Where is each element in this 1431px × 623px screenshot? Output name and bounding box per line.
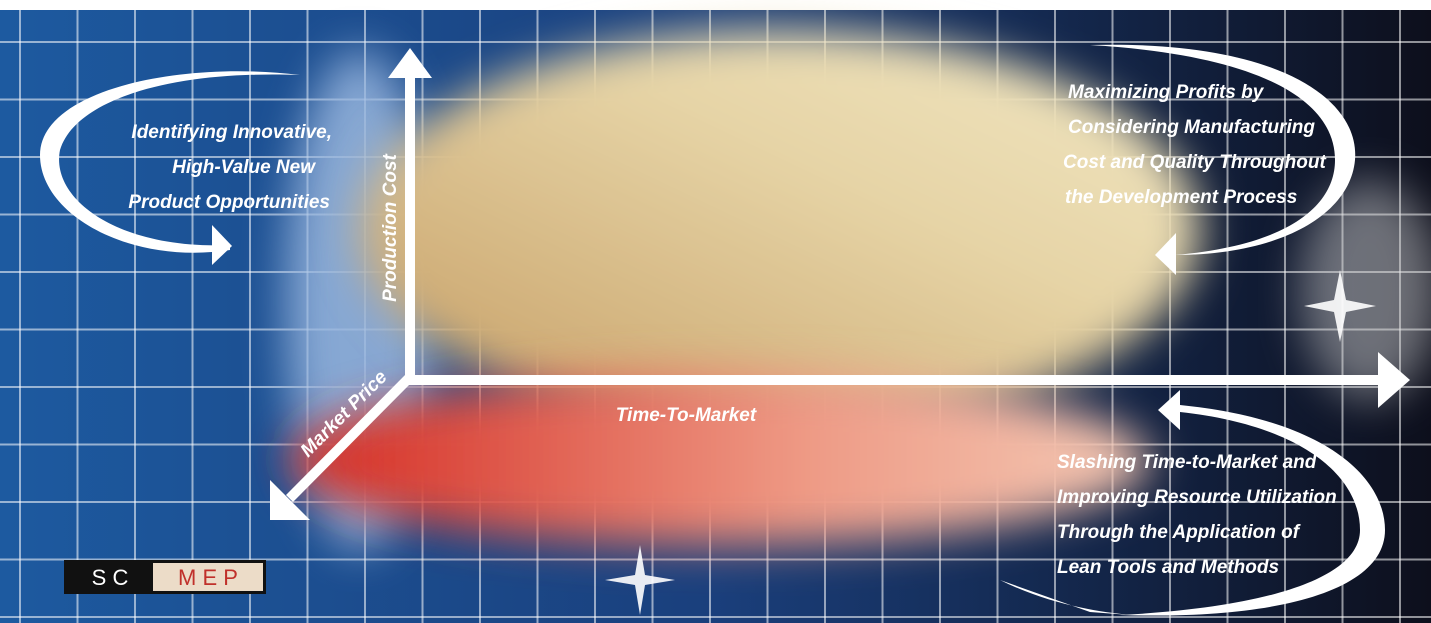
callout: Maximizing Profits by Considering Manufa… (1057, 82, 1337, 578)
callout: Identifying Innovative, High-Value New P… (128, 122, 332, 213)
red-blob (290, 375, 1150, 545)
swooshes (40, 44, 1385, 616)
callout-line: Improving Resource Utilization (1057, 487, 1337, 508)
axis-label: Time-To-Market (616, 405, 757, 426)
callout-line: Considering Manufacturing (1068, 117, 1315, 138)
logo: S C M E P (64, 560, 266, 594)
tan-blob (360, 30, 1200, 430)
callout-line: Cost and Quality Throughout (1063, 152, 1326, 173)
callout-line: Maximizing Profits by (1068, 82, 1265, 103)
logo-text: S C (92, 565, 129, 590)
callout-line: Lean Tools and Methods (1057, 557, 1279, 578)
axis-label: Production Cost (380, 153, 401, 301)
axes (270, 48, 1410, 520)
callout-line: Through the Application of (1057, 522, 1301, 543)
logo-box (153, 563, 263, 591)
sparkles (605, 270, 1376, 615)
logo-text: M E P (178, 565, 238, 590)
callout-line: High-Value New (172, 157, 316, 178)
callout-line: Identifying Innovative, (131, 122, 332, 143)
glow (1300, 180, 1431, 400)
callout-line: the Development Process (1065, 187, 1297, 208)
callout-line: Product Opportunities (128, 192, 330, 213)
callout-line: Slashing Time-to-Market and (1057, 452, 1317, 473)
